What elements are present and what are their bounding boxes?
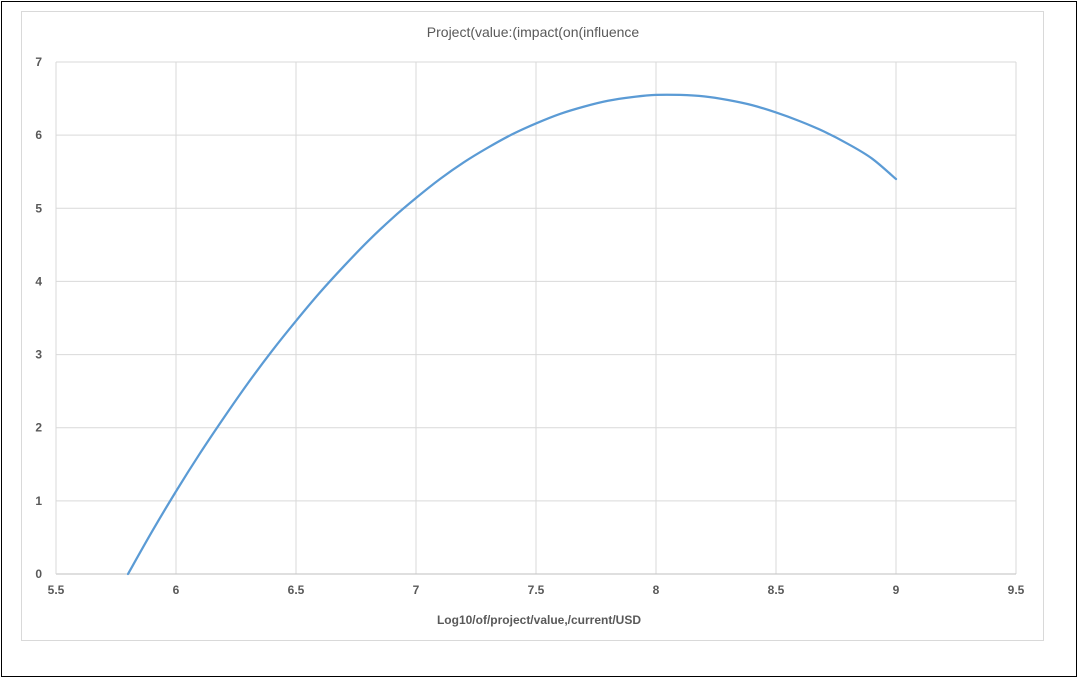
axes [55, 62, 1016, 575]
y-tick-label: 6 [35, 128, 42, 142]
x-tick-label: 5.5 [48, 583, 65, 597]
series-line-0 [126, 93, 898, 576]
grid-lines [56, 61, 1017, 574]
y-tick-label: 3 [35, 348, 42, 362]
x-tick-label: 7.5 [528, 583, 545, 597]
line-chart: Project(value:(impact(on(influence 5.5 6 6… [35, 24, 1024, 627]
chart-area: Project(value:(impact(on(influence 5.5 6 6… [21, 11, 1044, 641]
x-tick-label: 6.5 [288, 583, 305, 597]
tick-labels: 5.5 6 6.5 7 7.5 8 8.5 9 9.5 0 1 2 3 4 5 6 7 [35, 55, 1024, 597]
y-tick-label: 5 [35, 201, 42, 215]
series-layer [126, 93, 898, 576]
y-tick-label: 1 [35, 494, 42, 508]
x-axis-title: Log10/of/project/value,/current/USD [437, 613, 641, 627]
x-tick-label: 8.5 [768, 583, 785, 597]
x-tick-label: 9.5 [1008, 583, 1025, 597]
x-tick-label: 7 [413, 583, 420, 597]
y-tick-label: 0 [35, 567, 42, 581]
x-tick-label: 6 [173, 583, 180, 597]
x-tick-label: 8 [653, 583, 660, 597]
chart-title: Project(value:(impact(on(influence [427, 24, 640, 40]
y-tick-label: 7 [35, 55, 42, 69]
x-tick-label: 9 [893, 583, 900, 597]
y-tick-label: 2 [35, 421, 42, 435]
y-tick-label: 4 [35, 274, 42, 288]
